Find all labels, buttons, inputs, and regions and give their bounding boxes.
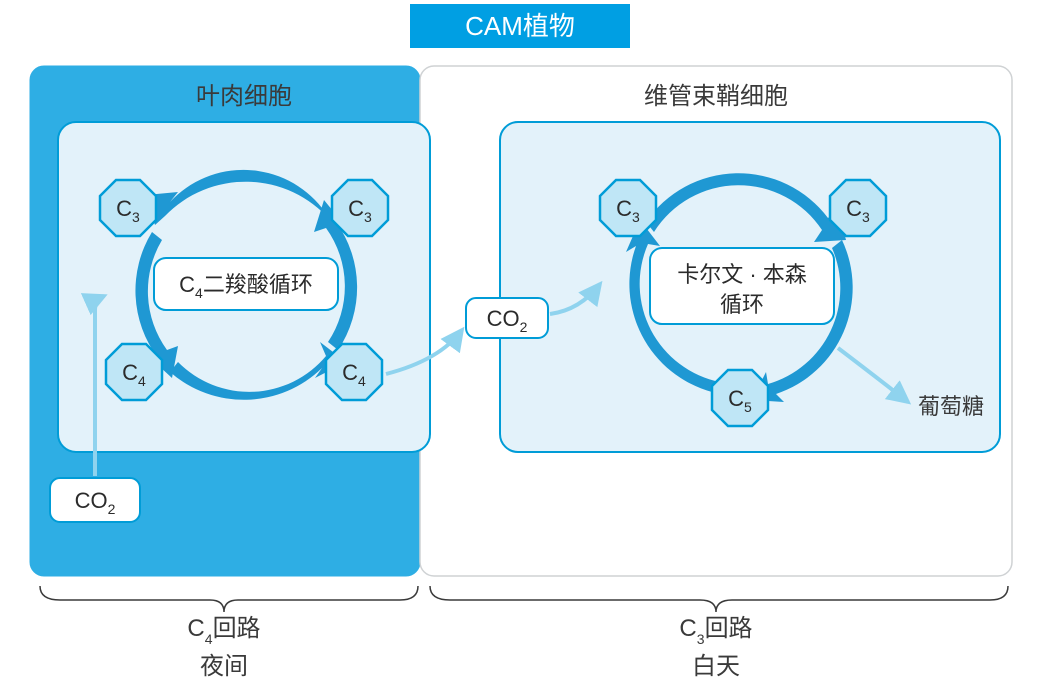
left-pathway-label: C4回路 (187, 615, 260, 647)
left-oct-top-left: C3 (100, 180, 156, 236)
right-oct-top-right: C3 (830, 180, 886, 236)
right-cell-title: 维管束鞘细胞 (644, 83, 788, 110)
left-oct-top-right: C3 (332, 180, 388, 236)
glucose-label: 葡萄糖 (918, 394, 984, 419)
right-cycle-center-label-2: 循环 (720, 292, 764, 317)
left-oct-bottom-left: C4 (106, 344, 162, 400)
right-time-label: 白天 (692, 653, 740, 680)
right-bracket (430, 586, 1008, 612)
right-pathway-label: C3回路 (679, 615, 752, 647)
title-text: CAM植物 (465, 11, 575, 41)
left-cell-title: 叶肉细胞 (196, 83, 292, 110)
left-time-label: 夜间 (200, 653, 248, 680)
diagram-root: CAM植物 叶肉细胞 维管束鞘细胞 C4二羧酸循环 C3 C3 C4 C4 (0, 0, 1040, 687)
left-oct-bottom-right: C4 (326, 344, 382, 400)
right-oct-top-left: C3 (600, 180, 656, 236)
right-oct-bottom: C5 (712, 370, 768, 426)
left-bracket (40, 586, 418, 612)
right-cycle-center-label-1: 卡尔文 · 本森 (677, 262, 807, 287)
